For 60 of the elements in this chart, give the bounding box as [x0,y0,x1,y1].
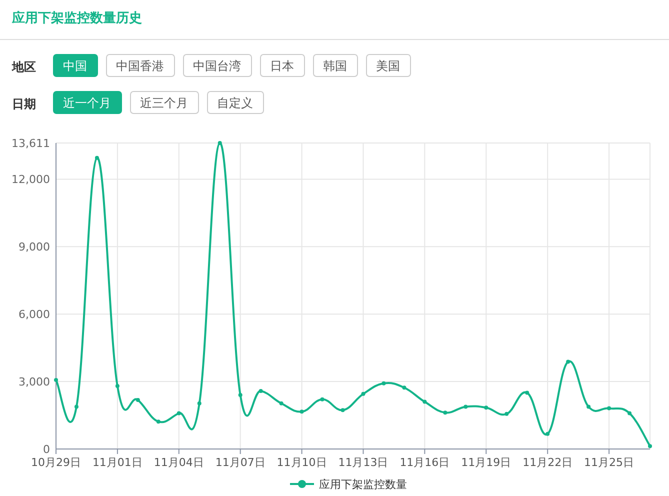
point [176,411,181,416]
y-tick-label: 0 [43,443,50,456]
point [197,401,202,406]
point [74,404,78,409]
text: 中国香港 [116,59,164,73]
text: 韩国 [323,59,347,73]
point [94,156,99,160]
legend-label: 应用下架监控数量 [319,478,407,491]
x-tick-label: 10月29日 [31,456,81,469]
y-tick-label: 6,000 [18,308,50,322]
point [566,360,570,364]
y-tick-label: 9,000 [18,240,50,254]
point [443,410,448,415]
point [115,384,120,388]
point [54,378,58,382]
point [628,411,632,416]
text: 日本 [270,59,294,73]
point [218,141,222,145]
y-tick-label: 13,611 [12,137,50,150]
text: 近三个月 [140,96,188,110]
point [648,444,652,448]
point [300,410,304,414]
point [484,406,488,410]
x-tick-label: 11月25日 [584,456,634,469]
text: 中国 [63,59,87,73]
text: 自定义 [217,96,253,110]
point [504,412,509,416]
x-tick-label: 11月16日 [400,456,450,469]
x-tick-label: 11月10日 [276,456,327,469]
x-tick-label: 11月04日 [154,456,204,469]
y-tick-label: 12,000 [12,173,50,186]
point [546,432,550,436]
text: 中国台湾 [193,59,241,73]
point [156,420,160,424]
point [586,404,591,409]
x-tick-label: 11月13日 [338,456,388,469]
point [464,404,468,409]
text: 近一个月 [63,96,111,110]
point [361,392,366,396]
plot: 0 3,000 6,000 9,000 12,000 13,611 10月29日 11月01日 11月04日 11月07日 11月10日 11月13日 11月16日 11月19日 11月22日 11月25日 [12,137,652,469]
point [422,400,427,404]
point [320,397,324,402]
point [607,406,612,410]
point [258,388,263,393]
point [279,401,284,406]
x-tick-label: 11月19日 [461,456,512,469]
point [382,381,386,386]
x-tick-label: 11月01日 [92,456,142,469]
x-tick-label: 11月22日 [522,456,573,469]
point [136,398,140,402]
text: 美国 [376,59,400,73]
y-tick-label: 3,000 [18,376,50,389]
point [340,408,345,412]
point [402,386,406,390]
text: 地区 [11,60,36,74]
point [238,393,242,398]
point [525,390,530,395]
text: 日期 [12,97,36,111]
x-tick-label: 11月07日 [215,456,266,469]
title: 应用下架监控数量历史 [12,11,142,26]
